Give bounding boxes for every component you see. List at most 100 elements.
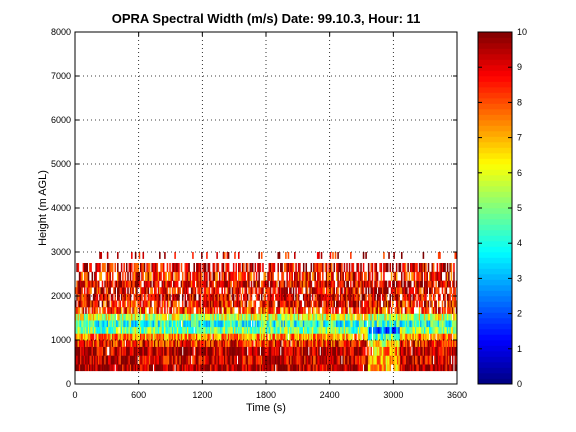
heat-cell [128,300,131,308]
heat-cell [94,293,96,301]
heat-cell [211,300,213,308]
heat-cell [128,364,131,372]
heat-cell [301,340,304,347]
heat-cell [255,293,258,301]
heat-cell [369,293,371,301]
heat-cell [246,320,249,328]
heat-cell [143,313,146,321]
heat-cell [269,326,272,334]
heat-cell [305,326,308,334]
heat-cell [300,355,302,365]
heat-cell [202,280,204,288]
heat-cell [330,364,333,372]
heat-cell [94,355,96,365]
heat-cell [362,293,365,301]
heat-cell [398,364,400,372]
heat-cell [336,300,338,308]
heat-cell [129,307,132,314]
heat-cell [272,320,274,328]
heat-cell [95,280,97,288]
heat-cell [400,333,403,341]
heat-cell [399,313,402,321]
heat-cell [218,340,221,347]
heat-cell [249,287,252,295]
heat-cell [277,300,280,308]
heat-cell [313,300,315,308]
heat-cell [150,320,152,328]
heat-cell [407,320,409,328]
heat-cell [441,320,444,328]
heat-cell [267,340,269,347]
heat-cell [161,355,164,365]
heat-cell [437,326,440,334]
heat-cell [113,307,115,314]
heat-cell [337,271,339,281]
heat-cell [99,346,101,356]
heat-cell [207,300,209,308]
heat-cell [211,307,213,314]
heat-cell [360,320,362,328]
heat-cell [133,326,136,334]
heat-cell [344,300,347,308]
heat-cell [395,364,398,372]
heat-cell [197,300,199,308]
heat-cell [235,340,238,347]
heat-cell [264,293,267,301]
heat-cell [209,280,212,288]
heat-cell [234,320,236,328]
heat-cell [240,340,243,347]
heat-cell [352,280,355,288]
heat-cell [184,326,187,334]
heat-cell [272,293,274,301]
colorbar-segment [478,87,512,93]
heat-cell [297,287,300,295]
heat-cell [386,287,389,295]
heat-cell [448,280,450,288]
heat-cell [170,326,173,334]
heat-cell [356,340,358,347]
heat-cell [367,313,370,321]
heat-cell [375,300,378,308]
heat-cell [180,280,183,288]
heat-cell [225,300,227,308]
heat-cell [223,252,226,259]
heat-cell [129,300,132,308]
heat-cell [347,346,350,356]
heat-cell [273,287,276,295]
heat-cell [167,293,170,301]
colorbar-segment [478,208,512,214]
heat-cell [240,326,243,334]
heat-cell [281,313,283,321]
heat-cell [346,326,348,334]
heat-cell [218,333,221,341]
heat-cell [434,355,436,365]
heat-cell [235,271,238,281]
heat-cell [207,320,209,328]
heat-cell [320,340,323,347]
heat-cell [408,320,411,328]
heat-cell [339,263,342,273]
heat-cell [333,300,336,308]
heat-cell [115,333,118,341]
heat-cell [440,280,443,288]
heat-cell [302,355,305,365]
heat-cell [453,340,455,347]
heat-cell [361,355,364,365]
heat-cell [264,355,267,365]
colorbar-segment [478,65,512,71]
heat-cell [351,364,353,372]
heat-cell [78,333,81,341]
heat-cell [183,355,185,365]
heat-cell [430,333,432,341]
heat-cell [237,307,240,314]
heat-cell [78,313,81,321]
heat-cell [286,307,288,314]
heat-cell [241,346,244,356]
heat-cell [274,326,277,334]
heat-cell [179,346,181,356]
heat-cell [305,271,308,281]
heat-cell [75,300,77,308]
heat-cell [119,346,122,356]
heat-cell [157,320,160,328]
heat-cell [91,333,94,341]
